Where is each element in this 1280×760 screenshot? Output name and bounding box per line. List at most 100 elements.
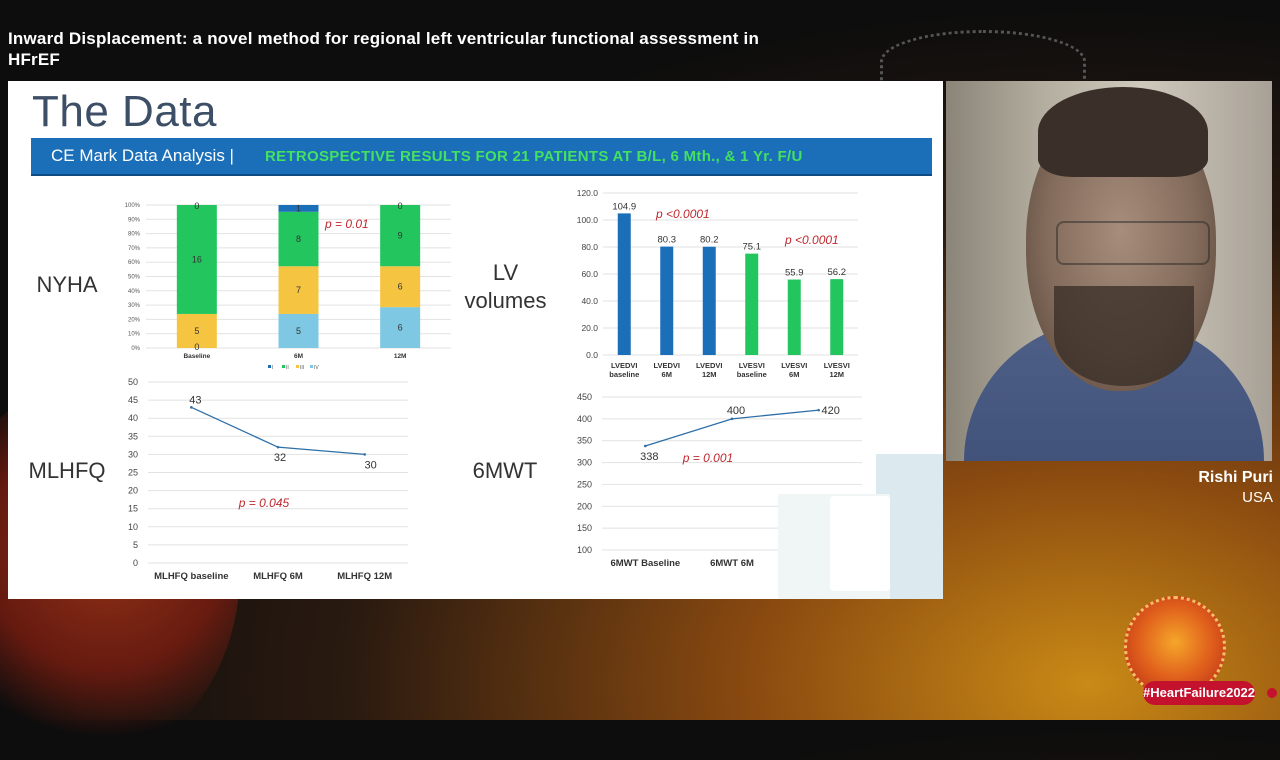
y-tick-label: 40% [128, 289, 141, 295]
x-tick-label: 6MWT 6M [710, 558, 754, 569]
bar [830, 279, 844, 355]
y-tick-label: 400 [577, 414, 592, 424]
bar-segment [176, 313, 217, 348]
legend-swatch [268, 365, 271, 368]
background-ornament [880, 30, 1086, 93]
data-label: 400 [727, 405, 745, 417]
nyha-stacked-bar-chart: 0%10%20%30%40%50%60%70%80%90%100%05160Ba… [125, 201, 451, 371]
x-tick-label: 6MWT Baseline [610, 558, 680, 569]
x-tick-label: 6M [294, 353, 303, 360]
y-tick-label: 15 [128, 504, 138, 514]
bar-segment [380, 307, 421, 348]
y-tick-label: 60.0 [581, 269, 598, 279]
legend-label: IV [314, 365, 319, 371]
p-value-annotation: p = 0.001 [682, 451, 733, 465]
x-tick-label: LVESVI [781, 361, 807, 370]
y-tick-label: 40 [128, 413, 138, 423]
y-tick-label: 200 [577, 501, 592, 511]
p-value-annotation: p = 0.045 [238, 496, 290, 510]
x-tick-label: baseline [737, 370, 767, 379]
y-tick-label: 150 [577, 523, 592, 533]
data-label: 338 [640, 451, 658, 463]
data-label: 56.2 [828, 267, 847, 278]
bar-segment [380, 266, 421, 308]
y-tick-label: 350 [577, 436, 592, 446]
slide-heading: The Data [32, 87, 217, 136]
data-point [817, 408, 820, 412]
mlhfq-line-chart: 0 5 10 15 20 25 30 35 40 45 50 43 MLHFQ baseline 32 ML… [128, 377, 408, 582]
speaker-video [946, 81, 1272, 461]
speaker-name: Rishi Puri [1198, 469, 1273, 486]
bar [660, 246, 674, 355]
y-tick-label: 0% [131, 346, 140, 352]
x-tick-label: 12M [829, 370, 844, 379]
x-tick-label: LVEDVI [653, 361, 680, 370]
data-point [644, 444, 647, 448]
data-label: 7 [296, 285, 301, 295]
x-tick-label: 6M [789, 370, 799, 379]
decorative-dot [1267, 688, 1277, 698]
y-tick-label: 250 [577, 479, 592, 489]
data-label: 80.3 [658, 235, 677, 246]
data-label: 6 [398, 282, 403, 292]
x-tick-label: 12M [394, 353, 407, 360]
legend-label: I [272, 365, 273, 371]
y-tick-label: 80% [128, 232, 141, 238]
x-tick-label: MLHFQ 12M [337, 571, 392, 582]
y-tick-label: 450 [577, 392, 592, 402]
data-label: 420 [821, 405, 839, 417]
bar-segment [278, 313, 319, 348]
y-tick-label: 120.0 [577, 188, 599, 198]
y-tick-label: 5 [133, 540, 138, 550]
bar [787, 279, 801, 355]
y-tick-label: 300 [577, 458, 592, 468]
data-label: 0 [398, 201, 403, 211]
y-tick-label: 45 [128, 395, 138, 405]
legend-label: III [300, 365, 304, 371]
y-tick-label: 70% [128, 246, 141, 252]
data-point [363, 453, 366, 456]
y-tick-label: 100.0 [577, 215, 599, 225]
data-label: 6 [398, 323, 403, 333]
p-value-annotation: p <0.0001 [784, 233, 839, 247]
bar [617, 213, 631, 355]
legend-swatch [310, 365, 313, 368]
event-hashtag: #HeartFailure2022 [1143, 681, 1255, 705]
y-tick-label: 100% [125, 203, 141, 209]
y-tick-label: 0.0 [586, 350, 598, 360]
lv-volumes-bar-chart: 0.0 20.0 40.0 60.0 80.0 100.0 120.0 104.9 LVEDVI… [577, 188, 858, 379]
data-label: 80.2 [700, 235, 719, 246]
bar-segment [380, 205, 421, 267]
data-point [190, 406, 193, 409]
bar [745, 253, 759, 355]
bar [702, 246, 716, 355]
data-label: 16 [192, 254, 202, 264]
data-label: 0 [194, 342, 199, 352]
y-tick-label: 20% [128, 317, 141, 323]
y-tick-label: 40.0 [581, 296, 598, 306]
bar-segment [278, 211, 319, 267]
6mwt-label: 6MWT [472, 458, 538, 483]
data-label: 5 [194, 326, 199, 336]
speaker-country: USA [1242, 489, 1273, 506]
y-tick-label: 0 [133, 558, 138, 568]
lv-volumes-label: LV volumes [453, 259, 558, 315]
y-tick-label: 30% [128, 303, 141, 309]
y-tick-label: 25 [128, 468, 138, 478]
y-tick-label: 90% [128, 217, 141, 223]
x-tick-label: LVESVI [824, 361, 850, 370]
mlhfq-label: MLHFQ [28, 458, 106, 483]
nyha-label: NYHA [36, 272, 98, 297]
bar-segment [176, 205, 217, 314]
y-tick-label: 50 [128, 377, 138, 387]
data-point [730, 417, 734, 421]
x-tick-label: Baseline [183, 353, 210, 360]
data-point [276, 445, 280, 449]
y-tick-label: 60% [128, 260, 141, 266]
data-label: 5 [296, 326, 301, 336]
lv-label-line2: volumes [464, 288, 547, 313]
y-tick-label: 35 [128, 431, 138, 441]
slide-banner: CE Mark Data Analysis | RETROSPECTIVE RE… [31, 138, 932, 176]
x-tick-label: MLHFQ 6M [253, 571, 303, 582]
data-label: 1 [296, 203, 301, 213]
